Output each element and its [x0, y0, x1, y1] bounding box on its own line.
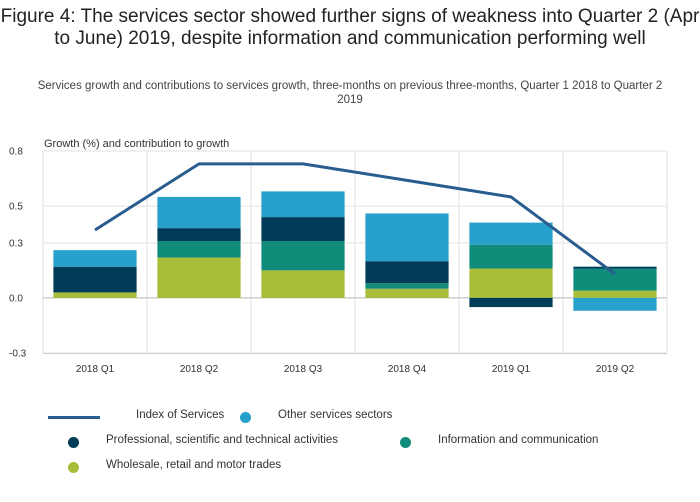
y-tick-label: -0.3 — [9, 349, 27, 360]
y-axis-label: Growth (%) and contribution to growth — [44, 138, 229, 150]
bar-segment — [365, 261, 449, 284]
bars — [53, 191, 657, 311]
bar-segment — [469, 297, 553, 308]
bar-segment — [261, 191, 345, 218]
x-tick-label: 2018 Q2 — [180, 364, 219, 375]
legend-label: Information and communication — [438, 434, 599, 446]
legend-label: Index of Services — [136, 409, 225, 421]
bar-segment — [365, 213, 449, 262]
bar-segment — [157, 240, 241, 258]
x-axis-ticks: 2018 Q1 2018 Q2 2018 Q3 2018 Q4 2019 Q1 2019 … — [76, 364, 635, 375]
bar-segment — [261, 217, 345, 241]
bar-segment — [157, 196, 241, 229]
y-tick-label: 0.5 — [9, 202, 23, 213]
bar-segment — [573, 268, 657, 291]
y-tick-label: 0.3 — [9, 238, 23, 249]
bar-segment — [53, 292, 137, 298]
bar-segment — [157, 228, 241, 241]
x-tick-label: 2018 Q3 — [284, 364, 323, 375]
bar-segment — [365, 288, 449, 298]
y-tick-label: 0.8 — [9, 147, 23, 158]
chart-plot: Growth (%) and contribution to growth 0.… — [9, 138, 668, 375]
index-of-services-line — [94, 162, 616, 276]
y-tick-label: 0.0 — [9, 293, 23, 304]
legend-line-swatch — [48, 416, 100, 419]
legend-label: Professional, scientific and technical a… — [106, 434, 339, 446]
bar-segment — [469, 268, 553, 298]
x-tick-label: 2018 Q1 — [76, 364, 115, 375]
legend-label: Other services sectors — [278, 409, 393, 421]
chart-subtitle: Services growth and contributions to ser… — [37, 80, 663, 106]
bar-segment — [365, 283, 449, 289]
bar-segment — [573, 297, 657, 311]
legend-dot-swatch — [68, 437, 79, 448]
legend-dot-swatch — [68, 462, 79, 473]
bar-segment — [53, 250, 137, 267]
legend-dot-swatch — [240, 412, 251, 423]
bar-segment — [469, 244, 553, 269]
bar-segment — [157, 257, 241, 298]
bar-segment — [53, 266, 137, 293]
legend-dot-swatch — [400, 437, 411, 448]
x-tick-label: 2019 Q1 — [492, 364, 531, 375]
gridlines — [42, 150, 668, 354]
bar-segment — [573, 290, 657, 298]
index-line — [94, 162, 616, 276]
bar-segment — [261, 240, 345, 271]
y-axis-ticks: 0.8 0.5 0.3 0.0 -0.3 — [9, 147, 27, 360]
legend-label: Wholesale, retail and motor trades — [106, 459, 282, 471]
chart-title: Figure 4: The services sector showed fur… — [0, 6, 700, 49]
x-tick-label: 2018 Q4 — [388, 364, 427, 375]
x-tick-label: 2019 Q2 — [596, 364, 635, 375]
bar-segment — [573, 266, 657, 269]
bar-segment — [469, 222, 553, 245]
bar-segment — [261, 270, 345, 298]
